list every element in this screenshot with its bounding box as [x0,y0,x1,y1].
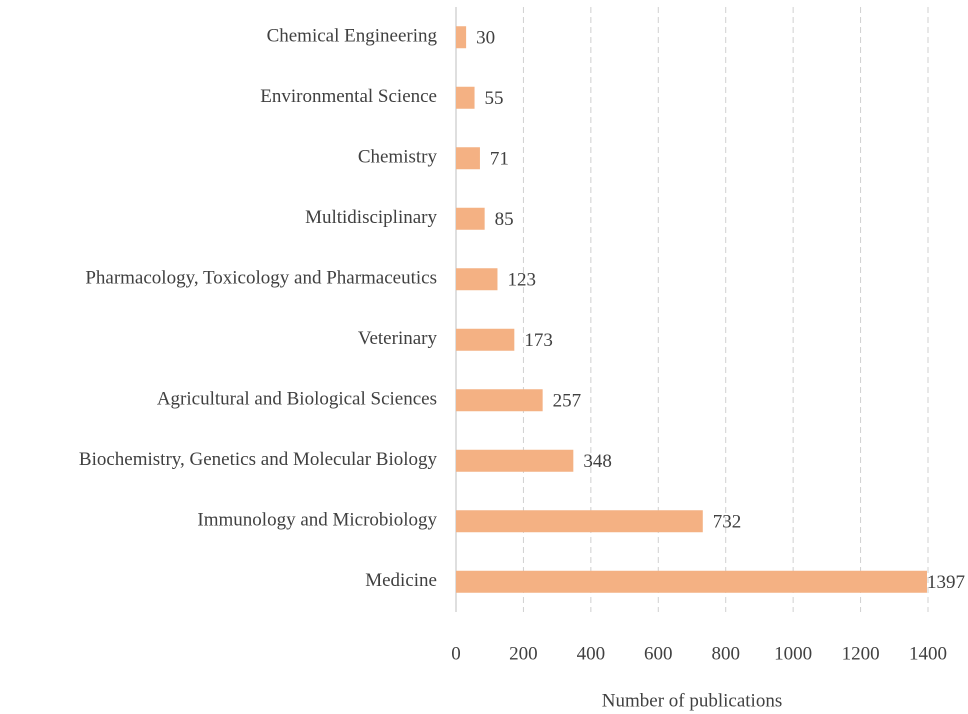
bar [456,328,515,351]
x-tick-label: 800 [711,643,740,664]
data-label: 732 [713,512,742,533]
x-axis-label: Number of publications [602,690,782,711]
x-tick-label: 0 [451,643,461,664]
y-tick-label: Environmental Science [260,86,437,107]
bar [456,570,927,593]
x-tick-label: 1400 [909,643,947,664]
bar [456,86,475,109]
y-tick-label: Immunology and Microbiology [197,510,437,531]
bar [456,510,703,533]
y-tick-label: Medicine [365,570,437,591]
bar [456,147,480,170]
y-tick-label: Veterinary [358,328,438,349]
data-label: 71 [490,149,509,170]
data-label: 85 [495,209,514,230]
data-label: 123 [507,270,536,291]
x-tick-label: 1200 [842,643,880,664]
data-label: 257 [553,391,582,412]
x-tick-label: 200 [509,643,538,664]
x-tick-label: 1000 [774,643,812,664]
data-label: 173 [524,330,553,351]
y-tick-label: Agricultural and Biological Sciences [157,389,437,410]
y-tick-label: Pharmacology, Toxicology and Pharmaceuti… [85,268,437,289]
y-tick-label: Multidisciplinary [305,207,437,228]
y-tick-label: Chemical Engineering [267,26,438,47]
data-label: 1397 [927,572,965,593]
y-tick-label: Chemistry [358,147,438,168]
data-label: 55 [485,88,504,109]
x-tick-label: 400 [577,643,606,664]
y-tick-label: Biochemistry, Genetics and Molecular Bio… [79,449,438,470]
data-label: 348 [583,451,612,472]
bar [456,26,467,49]
bar [456,449,574,472]
x-tick-label: 600 [644,643,673,664]
data-label: 30 [476,28,495,49]
bar [456,389,543,412]
bar [456,268,498,291]
bar [456,207,485,230]
